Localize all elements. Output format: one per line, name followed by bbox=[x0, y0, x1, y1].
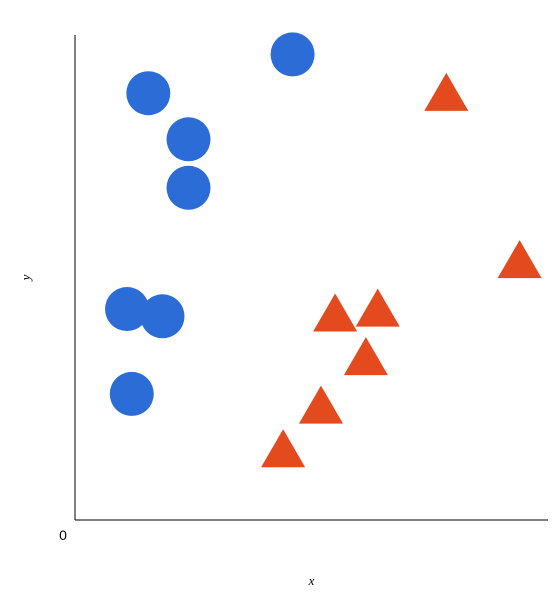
chart-background bbox=[0, 0, 560, 599]
x-axis-title: x bbox=[308, 573, 315, 588]
plot-svg: 0 x y bbox=[0, 0, 560, 599]
y-axis-title: y bbox=[18, 274, 33, 282]
scatter-chart: 0 x y bbox=[0, 0, 560, 599]
data-point-circle bbox=[110, 372, 154, 416]
data-point-circle bbox=[271, 32, 315, 76]
data-point-circle bbox=[167, 166, 211, 210]
origin-label: 0 bbox=[59, 527, 67, 543]
data-point-circle bbox=[126, 71, 170, 115]
data-point-circle bbox=[167, 117, 211, 161]
data-point-circle bbox=[141, 294, 185, 338]
